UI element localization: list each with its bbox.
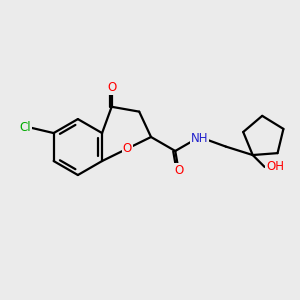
Text: Cl: Cl <box>20 121 32 134</box>
Text: O: O <box>174 164 183 177</box>
Text: NH: NH <box>191 132 208 145</box>
Text: O: O <box>107 81 116 94</box>
Text: OH: OH <box>266 160 284 173</box>
Text: O: O <box>123 142 132 155</box>
